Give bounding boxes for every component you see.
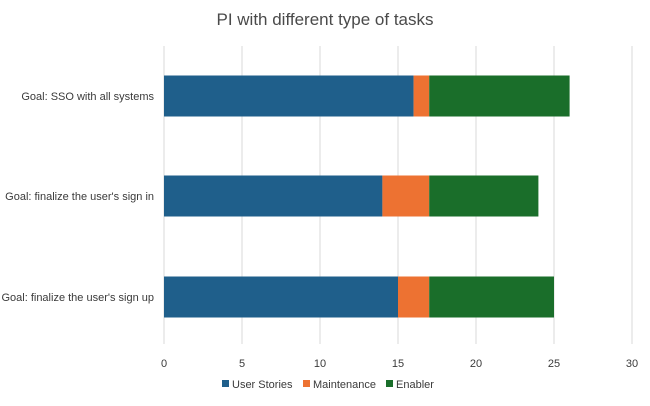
legend-swatch	[386, 380, 393, 387]
x-tick-label: 15	[392, 358, 404, 370]
legend-item-enabler: Enabler	[386, 379, 434, 391]
bar-maintenance-2	[382, 175, 430, 217]
bar-user-stories-1	[164, 75, 414, 117]
legend: User Stories Maintenance Enabler	[222, 379, 434, 391]
legend-label: User Stories	[232, 379, 293, 391]
x-tick-label: 30	[626, 358, 638, 370]
bar-user-stories-2	[164, 175, 383, 217]
bar-maintenance-3	[398, 276, 430, 318]
bars	[164, 75, 570, 318]
legend-swatch	[303, 380, 310, 387]
x-axis-tick-labels: 0 5 10 15 20 25 30	[161, 358, 638, 370]
category-label: Goal: finalize the user's sign up	[1, 292, 154, 304]
bar-user-stories-3	[164, 276, 398, 318]
legend-item-maintenance: Maintenance	[303, 379, 376, 391]
category-label: Goal: SSO with all systems	[21, 91, 154, 103]
category-labels: Goal: SSO with all systems Goal: finalize…	[1, 91, 154, 304]
legend-swatch	[222, 380, 229, 387]
legend-label: Maintenance	[313, 379, 376, 391]
legend-item-user-stories: User Stories	[222, 379, 293, 391]
x-tick-label: 5	[239, 358, 245, 370]
bar-maintenance-1	[413, 75, 430, 117]
bar-enabler-3	[429, 276, 554, 318]
bar-enabler-1	[429, 75, 570, 117]
x-tick-label: 10	[314, 358, 326, 370]
x-tick-label: 25	[548, 358, 560, 370]
x-tick-label: 20	[470, 358, 482, 370]
chart-title: PI with different type of tasks	[216, 10, 433, 29]
legend-label: Enabler	[396, 379, 434, 391]
category-label: Goal: finalize the user's sign in	[5, 191, 154, 203]
bar-enabler-2	[429, 175, 539, 217]
x-tick-label: 0	[161, 358, 167, 370]
